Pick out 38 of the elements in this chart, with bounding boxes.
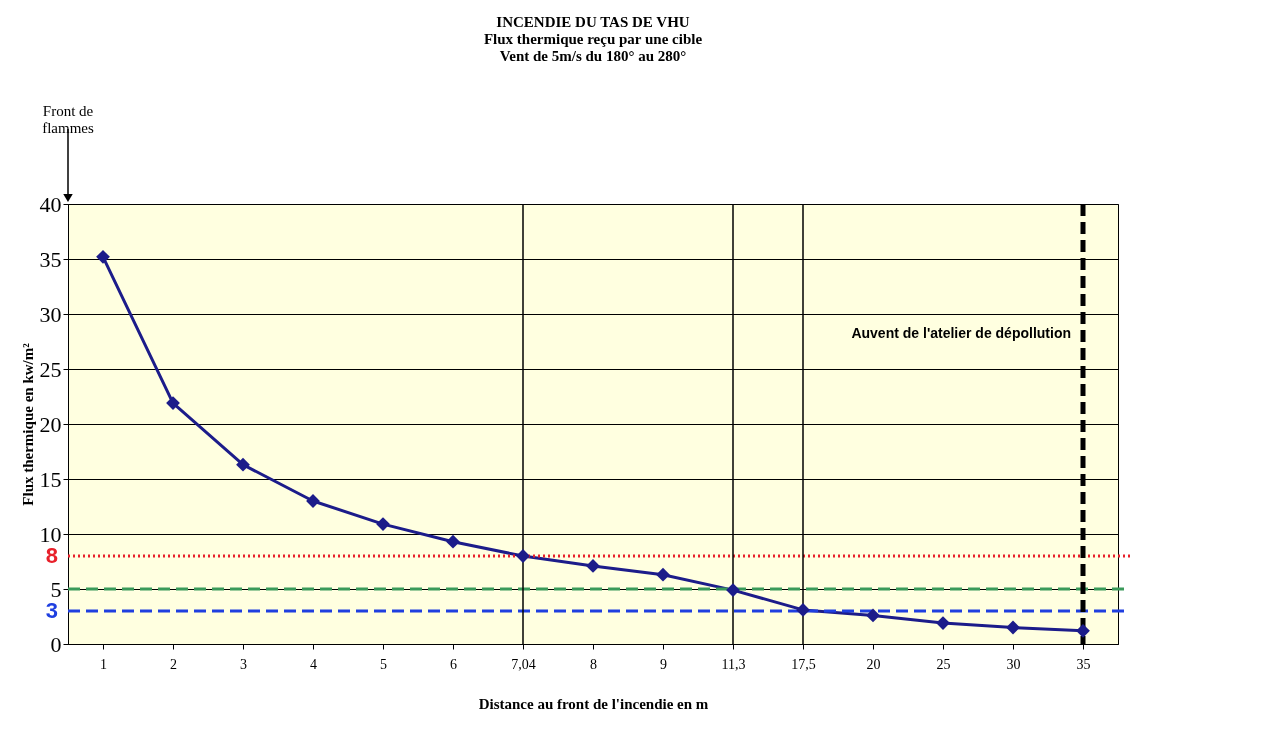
x-tick-label: 4	[310, 656, 317, 672]
x-tick-label: 30	[1006, 656, 1021, 672]
y-tick-label: 25	[39, 356, 62, 382]
y-tick-label: 15	[39, 466, 62, 492]
point	[236, 457, 250, 472]
point	[446, 534, 460, 549]
x-tick-label: 5	[380, 656, 387, 672]
x-axis-title: Distance au front de l'incendie en m	[478, 695, 709, 712]
x-tick-label: 20	[866, 656, 881, 672]
x-tick-label: 35	[1076, 656, 1091, 672]
x-tick-label: 1	[100, 656, 107, 672]
x-tick-label: 3	[240, 656, 247, 672]
text: INCENDIE DU TAS DE VHU	[496, 14, 690, 30]
x-tick-label: 11,3	[721, 656, 746, 672]
y-tick-label: 20	[39, 411, 62, 437]
x-tick-label: 7,04	[511, 656, 536, 672]
text: Vent de 5m/s du 180° au 280°	[499, 48, 687, 64]
x-tick-label: 8	[590, 656, 597, 672]
ref-line-label: Auvent de l'atelier de dépollution	[851, 325, 1071, 342]
x-tick-label: 25	[936, 656, 951, 672]
point	[1076, 623, 1090, 638]
y-axis-title: Flux thermique en kw/m²	[19, 342, 36, 506]
x-tick-label: 6	[450, 656, 457, 672]
x-tick-label: 2	[170, 656, 177, 672]
point	[656, 567, 670, 582]
y-tick-label: 30	[39, 301, 62, 327]
text: Flux thermique reçu par une cible	[483, 31, 703, 47]
y-tick-label: 40	[39, 191, 62, 217]
point	[1006, 620, 1020, 635]
point	[796, 603, 810, 617]
point	[96, 249, 110, 264]
point	[866, 608, 880, 623]
point	[586, 559, 600, 573]
x-tick-label: 17,5	[791, 656, 816, 672]
y-tick-label: 0	[50, 631, 62, 657]
x-tick-label: 9	[660, 656, 667, 672]
text: Front de flammes	[42, 103, 94, 136]
y-tick-label: 35	[39, 246, 62, 272]
